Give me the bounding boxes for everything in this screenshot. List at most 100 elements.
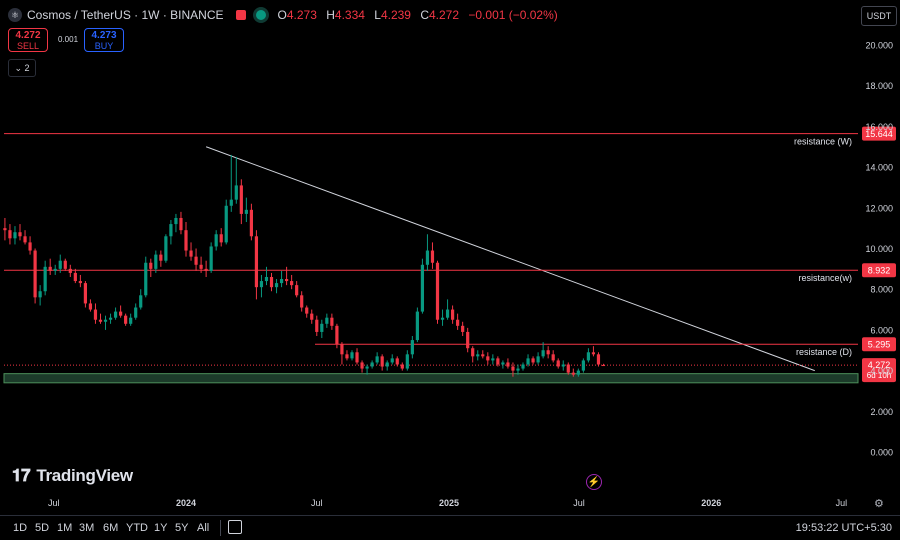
candle-body[interactable] [274, 283, 279, 288]
candle-body[interactable] [129, 317, 133, 324]
candle-body[interactable] [501, 362, 505, 365]
candle-body[interactable] [239, 185, 243, 214]
candle-body[interactable] [48, 266, 52, 271]
candle-body[interactable] [546, 350, 550, 355]
candle-body[interactable] [113, 311, 118, 318]
timeframe-button-3m[interactable]: 3M [79, 522, 95, 534]
candle-body[interactable] [83, 283, 87, 304]
candle-body[interactable] [320, 323, 324, 332]
timeframe-button-1y[interactable]: 1Y [154, 522, 168, 534]
candle-body[interactable] [214, 234, 218, 247]
timeframe-button-all[interactable]: All [197, 522, 210, 534]
candle-body[interactable] [435, 262, 440, 320]
candle-body[interactable] [370, 362, 374, 367]
candle-body[interactable] [596, 354, 601, 365]
candle-body[interactable] [506, 362, 510, 367]
candle-body[interactable] [8, 230, 12, 239]
timeframe-button-5d[interactable]: 5D [35, 522, 50, 534]
candle-body[interactable] [551, 354, 555, 361]
candle-body[interactable] [204, 268, 208, 271]
candle-body[interactable] [591, 352, 596, 355]
candle-body[interactable] [290, 281, 294, 286]
candle-body[interactable] [450, 309, 455, 320]
candle-body[interactable] [58, 260, 62, 269]
candle-body[interactable] [144, 262, 148, 296]
candle-body[interactable] [18, 232, 22, 237]
candle-body[interactable] [581, 360, 585, 371]
candle-body[interactable] [541, 350, 545, 357]
candle-body[interactable] [380, 356, 384, 367]
candle-body[interactable] [249, 209, 253, 237]
candle-body[interactable] [169, 224, 173, 237]
candle-body[interactable] [576, 370, 580, 375]
candle-body[interactable] [561, 364, 565, 367]
candle-body[interactable] [481, 354, 485, 357]
candle-body[interactable] [461, 325, 465, 332]
candle-body[interactable] [285, 279, 289, 282]
timeframe-button-ytd[interactable]: YTD [126, 522, 148, 534]
market-status-icon[interactable] [255, 10, 266, 20]
candle-body[interactable] [103, 319, 108, 322]
candle-body[interactable] [400, 364, 404, 369]
candle-body[interactable] [335, 325, 339, 345]
candle-body[interactable] [476, 354, 480, 357]
candle-body[interactable] [566, 364, 570, 373]
candle-body[interactable] [345, 354, 349, 359]
candle-body[interactable] [88, 303, 93, 310]
candle-body[interactable] [440, 317, 445, 320]
candle-body[interactable] [269, 276, 274, 288]
candle-body[interactable] [154, 254, 158, 269]
candle-body[interactable] [405, 354, 409, 369]
buy-button[interactable]: 4.273 BUY [84, 28, 124, 52]
candle-body[interactable] [229, 199, 233, 206]
candle-body[interactable] [199, 264, 203, 269]
candle-body[interactable] [194, 256, 198, 265]
candle-body[interactable] [430, 250, 435, 263]
candle-body[interactable] [456, 319, 460, 326]
candle-body[interactable] [496, 358, 500, 365]
candle-body[interactable] [63, 260, 67, 269]
market-closed-icon[interactable] [235, 10, 246, 20]
candle-body[interactable] [365, 366, 369, 369]
timeframe-button-1m[interactable]: 1M [57, 522, 73, 534]
indicators-collapse-button[interactable]: ⌄ 2 [8, 59, 36, 77]
candle-body[interactable] [415, 311, 419, 341]
candle-body[interactable] [395, 358, 399, 365]
candle-body[interactable] [425, 250, 430, 265]
candle-body[interactable] [511, 366, 515, 371]
candle-body[interactable] [536, 356, 540, 363]
candle-body[interactable] [53, 268, 57, 271]
candle-body[interactable] [38, 291, 42, 298]
settings-gear-icon[interactable]: ⚙ [874, 498, 884, 510]
candle-body[interactable] [224, 205, 228, 243]
candle-body[interactable] [139, 295, 143, 308]
candle-body[interactable] [179, 217, 183, 231]
candle-body[interactable] [149, 262, 153, 269]
candle-body[interactable] [491, 358, 495, 361]
candle-body[interactable] [531, 358, 535, 363]
candle-body[interactable] [184, 230, 188, 251]
candle-body[interactable] [28, 242, 32, 251]
candle-body[interactable] [516, 368, 520, 371]
candle-body[interactable] [219, 234, 223, 243]
candle-body[interactable] [93, 309, 98, 320]
trendline[interactable] [205, 146, 815, 372]
tradingview-logo[interactable]: 𝟏𝟕 TradingView [12, 466, 133, 486]
candle-body[interactable] [234, 185, 238, 200]
lightning-icon[interactable]: ⚡ [586, 474, 602, 490]
candle-body[interactable] [390, 358, 394, 363]
candle-body[interactable] [420, 264, 425, 312]
candle-body[interactable] [73, 272, 77, 282]
timeframe-button-1d[interactable]: 1D [13, 522, 28, 534]
candle-body[interactable] [295, 285, 299, 296]
timeframe-button-5y[interactable]: 5Y [175, 522, 189, 534]
candle-body[interactable] [521, 364, 525, 369]
support-zone[interactable] [3, 373, 859, 384]
candle-body[interactable] [23, 236, 27, 243]
candle-body[interactable] [350, 352, 354, 359]
candle-body[interactable] [486, 356, 490, 361]
candle-body[interactable] [556, 360, 560, 367]
candle-body[interactable] [571, 372, 575, 375]
candle-body[interactable] [119, 311, 123, 316]
